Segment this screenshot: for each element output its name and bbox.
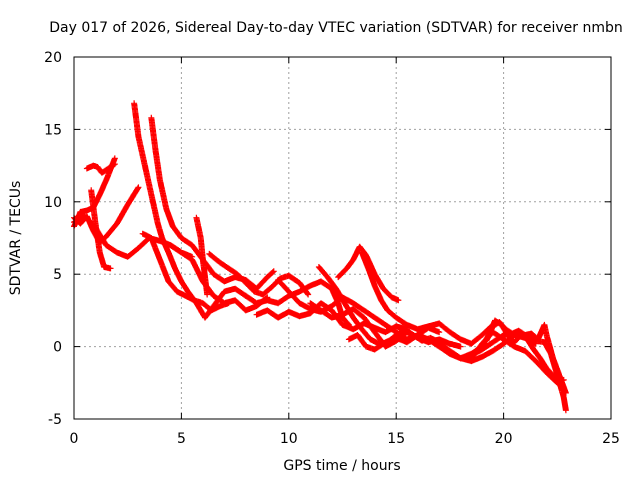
- series-trace-3: [83, 161, 118, 176]
- data-markers: [139, 230, 232, 314]
- y-tick-label: 5: [53, 267, 62, 283]
- series-trace-11: [206, 250, 312, 298]
- x-tick-label: 10: [280, 431, 298, 447]
- data-markers: [83, 161, 118, 176]
- series-trace-8: [139, 230, 232, 314]
- series-trace-6: [131, 100, 249, 321]
- series-trace-10: [193, 214, 211, 298]
- series-trace-18: [358, 249, 496, 347]
- data-points: [71, 100, 569, 414]
- data-markers: [193, 214, 211, 298]
- x-tick-label: 15: [387, 431, 405, 447]
- x-axis-label: GPS time / hours: [283, 458, 400, 474]
- x-tick-label: 5: [177, 431, 186, 447]
- data-markers: [206, 250, 312, 298]
- y-tick-label: 15: [44, 122, 62, 138]
- series-trace-7: [148, 114, 277, 292]
- y-tick-label: 0: [53, 340, 62, 356]
- series-trace-16: [315, 264, 539, 365]
- data-markers: [358, 249, 496, 347]
- x-tick-label: 25: [602, 431, 620, 447]
- series-trace-5: [71, 213, 196, 260]
- plot-frame: [73, 56, 612, 420]
- series-trace-22: [483, 319, 569, 396]
- data-markers: [71, 213, 196, 260]
- data-markers: [483, 319, 569, 396]
- y-axis-label: SDTVAR / TECUs: [8, 181, 24, 296]
- data-markers: [148, 114, 277, 292]
- data-markers: [315, 264, 539, 365]
- axis-ticks: 0 5 10 15 20 25 -5 0 5 10 15 20: [44, 50, 620, 447]
- y-tick-label: 20: [44, 50, 62, 66]
- data-markers: [131, 100, 249, 321]
- y-tick-label: 10: [44, 195, 62, 211]
- x-tick-label: 20: [495, 431, 513, 447]
- y-tick-label: -5: [48, 412, 62, 428]
- chart-title: Day 017 of 2026, Sidereal Day-to-day VTE…: [49, 20, 623, 36]
- x-tick-label: 0: [70, 431, 79, 447]
